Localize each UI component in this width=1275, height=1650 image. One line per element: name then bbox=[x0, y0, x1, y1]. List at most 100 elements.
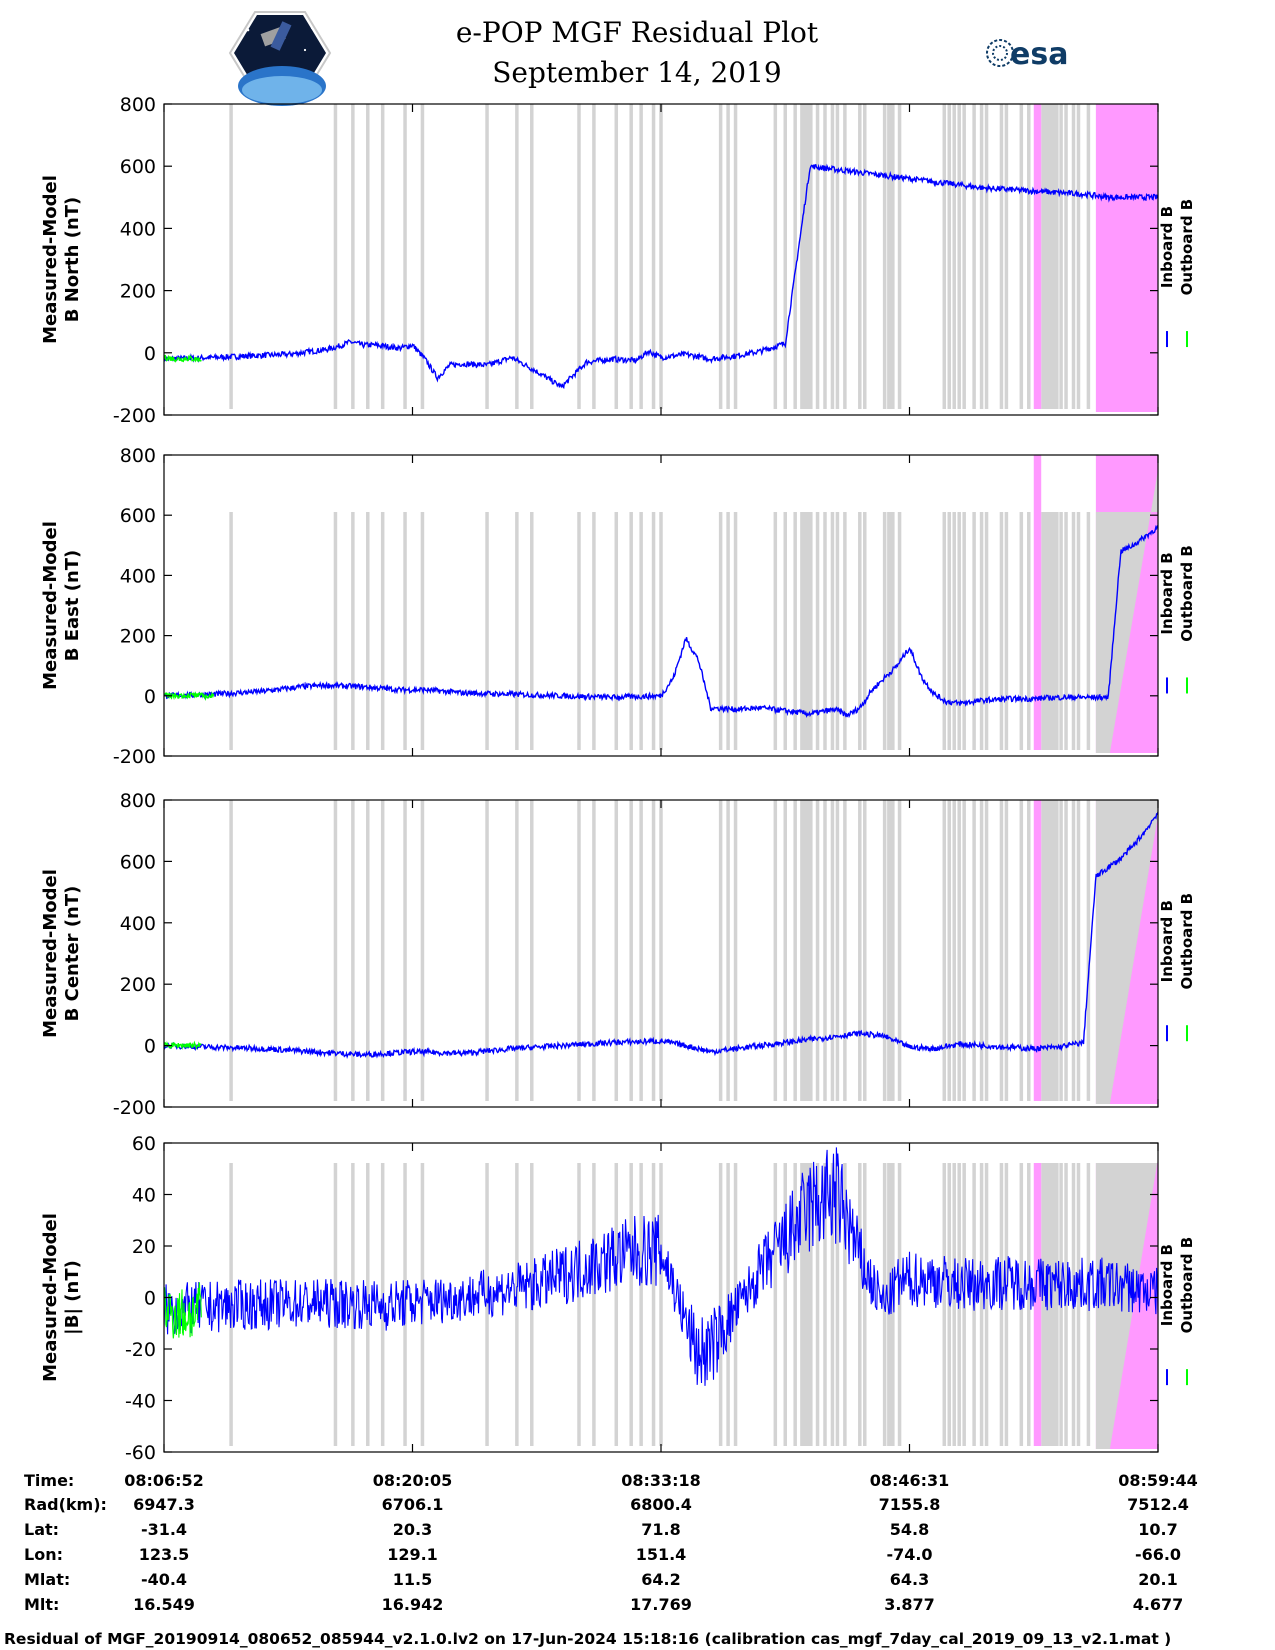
data-gap-bar bbox=[823, 512, 827, 750]
table-cell: -66.0 bbox=[1135, 1545, 1181, 1564]
table-cell: -40.4 bbox=[141, 1570, 187, 1589]
data-gap-block bbox=[800, 104, 813, 409]
data-gap-bar bbox=[793, 512, 797, 750]
data-gap-bar bbox=[783, 1163, 787, 1446]
data-gap-bar bbox=[639, 512, 643, 750]
data-gap-bar bbox=[815, 1163, 820, 1446]
table-row-label: Mlat: bbox=[24, 1570, 70, 1589]
table-cell: 151.4 bbox=[636, 1545, 687, 1564]
y-tick-label: 400 bbox=[120, 218, 156, 240]
data-gap-bar bbox=[229, 800, 233, 1101]
data-gap-bar bbox=[485, 104, 489, 409]
data-gap-bar bbox=[962, 104, 966, 409]
data-gap-bar bbox=[733, 800, 738, 1101]
data-gap-bar bbox=[858, 512, 862, 750]
table-row-label: Mlt: bbox=[24, 1595, 59, 1614]
series-group bbox=[164, 1147, 1158, 1386]
data-gap-bar bbox=[882, 512, 887, 750]
data-gap-markers bbox=[229, 512, 1136, 750]
table-cell: 7512.4 bbox=[1127, 1495, 1189, 1514]
data-gap-bar bbox=[333, 104, 338, 409]
table-cell: 64.3 bbox=[890, 1570, 929, 1589]
data-gap-bar bbox=[577, 104, 581, 409]
data-gap-bar bbox=[863, 800, 867, 1101]
data-gap-bar bbox=[1019, 512, 1024, 750]
data-gap-bar bbox=[639, 800, 643, 1101]
data-gap-bar bbox=[823, 800, 827, 1101]
data-gap-bar bbox=[793, 800, 797, 1101]
data-gap-bar bbox=[952, 1163, 956, 1446]
data-gap-bar bbox=[972, 800, 976, 1101]
table-cell: -74.0 bbox=[886, 1545, 932, 1564]
data-gap-bar bbox=[659, 104, 663, 409]
table-row-label: Time: bbox=[24, 1471, 74, 1490]
data-gap-bar bbox=[614, 512, 619, 750]
data-gap-bar bbox=[420, 104, 425, 409]
data-gap-bar bbox=[577, 800, 581, 1101]
data-gap-bar bbox=[229, 104, 233, 409]
y-tick-label: 60 bbox=[132, 1133, 156, 1155]
series-group bbox=[164, 811, 1158, 1060]
data-gap-bar bbox=[984, 1163, 989, 1446]
data-gap-bar bbox=[830, 104, 835, 409]
data-gap-bar bbox=[1059, 512, 1063, 750]
esa-logo: esa bbox=[986, 37, 1068, 72]
data-gap-block bbox=[887, 104, 895, 409]
data-gap-bar bbox=[882, 800, 887, 1101]
data-gap-bar bbox=[843, 1163, 847, 1446]
data-gap-bar bbox=[897, 104, 902, 409]
data-gap-block bbox=[800, 800, 813, 1101]
data-gap-bar bbox=[351, 104, 355, 409]
y-tick-label: -200 bbox=[113, 1097, 156, 1119]
x-tick-time-label: 08:06:52 bbox=[124, 1471, 204, 1490]
data-gap-bar bbox=[726, 104, 730, 409]
data-gap-bar bbox=[592, 800, 596, 1101]
y-tick-label: 400 bbox=[120, 913, 156, 935]
outboard-b-line bbox=[164, 691, 215, 702]
data-gap-bar bbox=[957, 512, 961, 750]
data-gap-bar bbox=[718, 800, 723, 1101]
data-gap-bar bbox=[229, 512, 233, 750]
data-gap-bar bbox=[962, 800, 966, 1101]
plot-date: September 14, 2019 bbox=[492, 56, 782, 89]
data-gap-bar bbox=[1004, 800, 1009, 1101]
data-gap-block bbox=[887, 800, 895, 1101]
y-tick-label: 200 bbox=[120, 974, 156, 996]
footer-caption: Residual of MGF_20190914_080652_085944_v… bbox=[4, 1630, 1171, 1648]
data-gap-bar bbox=[1071, 512, 1076, 750]
data-gap-bar bbox=[783, 104, 787, 409]
data-gap-bar bbox=[351, 800, 355, 1101]
legend-label-outboard: Outboard B bbox=[1178, 1237, 1196, 1334]
y-axis-label: Measured-ModelB North (nT) bbox=[40, 175, 83, 344]
data-gap-bar bbox=[979, 104, 984, 409]
data-gap-bar bbox=[1086, 1163, 1091, 1446]
y-axis-label: Measured-Model|B| (nT) bbox=[40, 1213, 83, 1382]
data-gap-bar bbox=[773, 1163, 778, 1446]
data-gap-bar bbox=[1071, 104, 1076, 409]
y-tick-label: 800 bbox=[120, 790, 156, 812]
data-gap-bar bbox=[1064, 512, 1068, 750]
data-gap-block bbox=[1041, 104, 1059, 409]
legend: Inboard B Outboard B bbox=[1158, 893, 1196, 1042]
table-cell: 17.769 bbox=[630, 1595, 692, 1614]
data-gap-bar bbox=[863, 104, 867, 409]
table-cell: 71.8 bbox=[641, 1520, 680, 1539]
data-gap-bar bbox=[1059, 104, 1063, 409]
legend: Inboard B Outboard B bbox=[1158, 545, 1196, 694]
data-gap-bar bbox=[815, 512, 820, 750]
data-gap-bar bbox=[999, 104, 1004, 409]
data-gap-bar bbox=[1086, 800, 1091, 1101]
data-gap-bar bbox=[979, 512, 984, 750]
data-gap-bar bbox=[858, 800, 862, 1101]
data-gap-bar bbox=[420, 800, 425, 1101]
data-gap-bar bbox=[333, 800, 338, 1101]
data-gap-bar bbox=[366, 512, 370, 750]
data-gap-bar bbox=[815, 800, 820, 1101]
data-gap-bar bbox=[773, 104, 778, 409]
esa-logo-text: esa bbox=[1010, 37, 1068, 72]
data-gap-bar bbox=[651, 1163, 656, 1446]
data-gap-bar bbox=[984, 800, 989, 1101]
data-gap-bar bbox=[897, 512, 902, 750]
data-gap-bar bbox=[835, 104, 840, 409]
